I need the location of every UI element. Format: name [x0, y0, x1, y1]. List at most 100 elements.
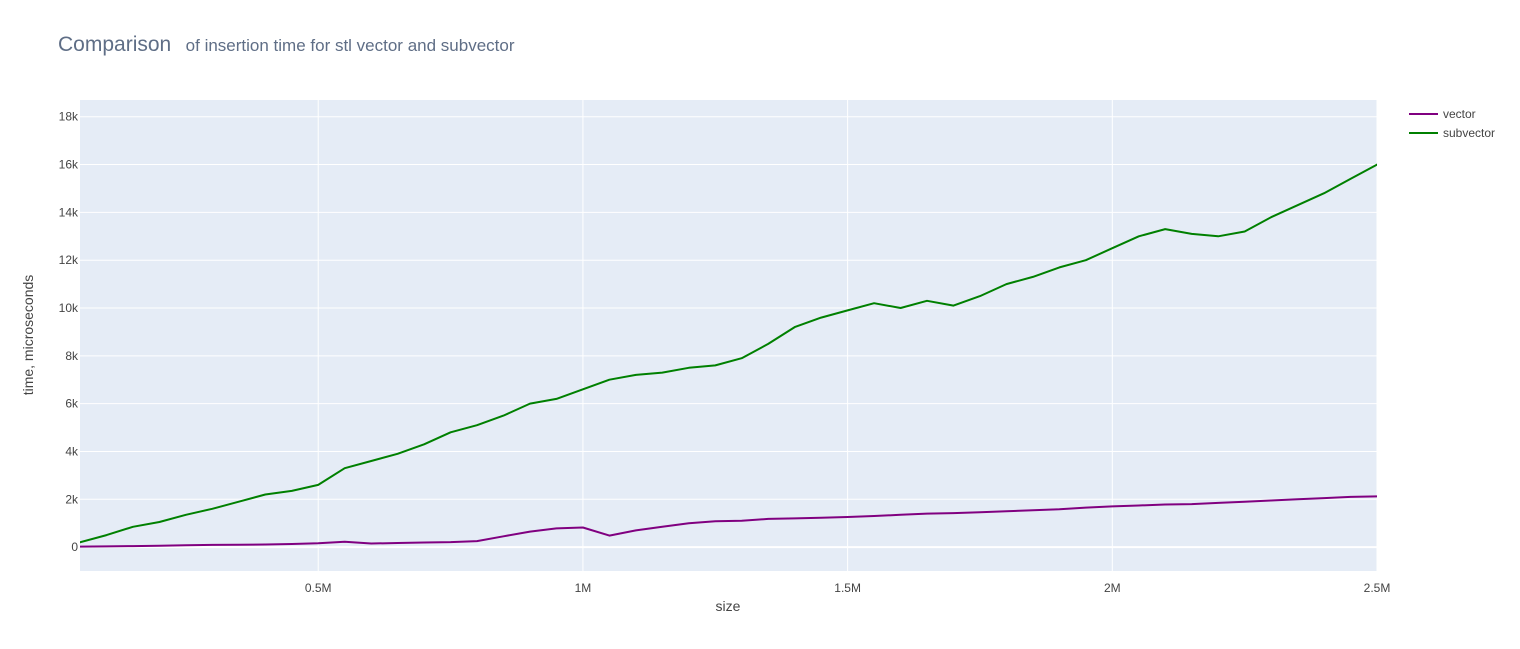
data-point-subvector: [1269, 215, 1273, 219]
data-point-subvector: [502, 414, 506, 418]
legend[interactable]: vector subvector: [1409, 107, 1495, 140]
data-point-vector: [1004, 509, 1008, 513]
data-point-vector: [793, 516, 797, 520]
y-tick-label: 18k: [59, 110, 79, 124]
x-tick-label: 0.5M: [305, 581, 332, 595]
data-point-subvector: [157, 520, 161, 524]
data-point-subvector: [1031, 275, 1035, 279]
data-point-vector: [316, 541, 320, 545]
data-point-vector: [1349, 495, 1353, 499]
series-layer: [80, 163, 1377, 548]
data-point-vector: [1190, 502, 1194, 506]
data-point-vector: [740, 519, 744, 523]
data-point-vector: [1322, 496, 1326, 500]
data-point-subvector: [925, 299, 929, 303]
data-point-vector: [1110, 504, 1114, 508]
chart-title: Comparison of insertion time for stl vec…: [58, 33, 515, 56]
y-tick-label: 14k: [59, 205, 79, 219]
data-point-subvector: [1137, 234, 1141, 238]
data-point-subvector: [1190, 232, 1194, 236]
data-point-subvector: [793, 325, 797, 329]
y-axis-label: time, microseconds: [20, 275, 36, 396]
data-point-subvector: [978, 294, 982, 298]
data-point-vector: [131, 544, 135, 548]
data-point-vector: [607, 534, 611, 538]
data-point-vector: [925, 512, 929, 516]
data-point-subvector: [528, 402, 532, 406]
plot-area: [80, 100, 1377, 571]
data-point-subvector: [846, 308, 850, 312]
y-tick-label: 12k: [59, 253, 79, 267]
y-tick-label: 8k: [65, 349, 79, 363]
legend-item-subvector[interactable]: subvector: [1409, 126, 1495, 140]
y-tick-label: 10k: [59, 301, 79, 315]
data-point-subvector: [660, 371, 664, 375]
data-point-subvector: [1322, 191, 1326, 195]
data-point-subvector: [766, 342, 770, 346]
data-point-subvector: [1243, 230, 1247, 234]
chart-title-main: Comparison: [58, 33, 171, 56]
data-point-vector: [978, 510, 982, 514]
data-point-subvector: [687, 366, 691, 370]
data-point-subvector: [1004, 282, 1008, 286]
data-point-vector: [554, 526, 558, 530]
data-point-subvector: [1163, 227, 1167, 231]
y-tick-label: 16k: [59, 158, 79, 172]
data-point-subvector: [1110, 246, 1114, 250]
data-point-subvector: [952, 304, 956, 308]
data-point-vector: [105, 544, 109, 548]
data-point-subvector: [422, 442, 426, 446]
y-tick-label: 0: [71, 540, 78, 554]
data-point-subvector: [369, 459, 373, 463]
data-point-vector: [1031, 508, 1035, 512]
data-point-vector: [1216, 501, 1220, 505]
data-point-vector: [1084, 506, 1088, 510]
data-point-subvector: [263, 493, 267, 497]
data-point-vector: [713, 519, 717, 523]
y-axis-ticks: 0 2k 4k 6k 8k 10k 12k 14k 16k 18k: [59, 110, 79, 554]
x-tick-label: 2M: [1104, 581, 1121, 595]
data-point-subvector: [237, 500, 241, 504]
data-point-vector: [184, 543, 188, 547]
data-point-subvector: [396, 452, 400, 456]
data-point-subvector: [449, 430, 453, 434]
data-point-vector: [237, 543, 241, 547]
legend-label: subvector: [1443, 126, 1495, 140]
data-point-vector: [422, 541, 426, 545]
data-point-subvector: [1084, 258, 1088, 262]
grid-lines: [80, 100, 1378, 571]
data-point-subvector: [554, 397, 558, 401]
data-point-subvector: [131, 525, 135, 529]
legend-item-vector[interactable]: vector: [1409, 107, 1476, 121]
data-point-vector: [660, 525, 664, 529]
y-tick-label: 2k: [65, 492, 79, 506]
data-point-vector: [369, 542, 373, 546]
data-point-vector: [502, 534, 506, 538]
data-point-vector: [290, 542, 294, 546]
x-tick-label: 1.5M: [834, 581, 861, 595]
data-point-subvector: [819, 316, 823, 320]
x-tick-label: 2.5M: [1364, 581, 1391, 595]
data-point-vector: [687, 521, 691, 525]
data-point-vector: [1163, 503, 1167, 507]
data-point-vector: [899, 513, 903, 517]
data-point-subvector: [343, 466, 347, 470]
data-point-subvector: [1296, 203, 1300, 207]
data-point-subvector: [475, 423, 479, 427]
data-point-vector: [846, 515, 850, 519]
data-point-subvector: [316, 483, 320, 487]
series-line-vector: [80, 495, 1377, 548]
data-point-vector: [1243, 500, 1247, 504]
data-point-subvector: [290, 489, 294, 493]
data-point-vector: [634, 528, 638, 532]
data-point-vector: [449, 540, 453, 544]
data-point-subvector: [1216, 234, 1220, 238]
data-point-vector: [581, 526, 585, 530]
data-point-subvector: [634, 373, 638, 377]
data-point-vector: [766, 517, 770, 521]
data-point-vector: [396, 541, 400, 545]
data-point-vector: [1269, 499, 1273, 503]
y-tick-label: 6k: [65, 397, 79, 411]
data-point-subvector: [713, 363, 717, 367]
